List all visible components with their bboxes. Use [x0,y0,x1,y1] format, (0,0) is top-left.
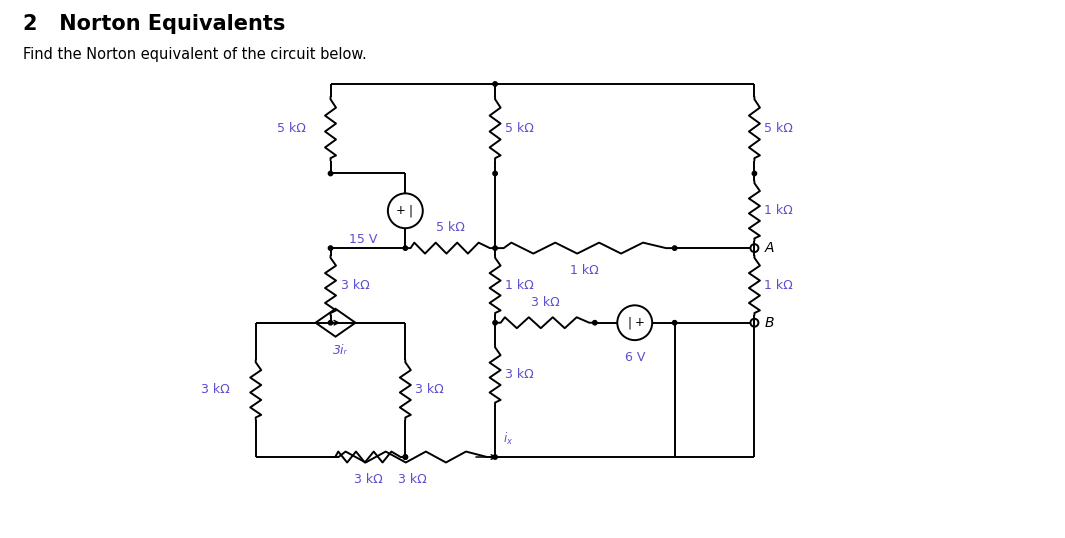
Text: |: | [409,204,413,217]
Text: B: B [765,316,774,330]
Circle shape [493,246,497,250]
Circle shape [328,321,332,325]
Text: +: + [635,316,644,329]
Circle shape [404,246,408,250]
Text: 3iᵣ: 3iᵣ [333,344,348,357]
Circle shape [493,455,497,459]
Circle shape [493,321,497,325]
Circle shape [592,321,597,325]
Circle shape [328,246,332,250]
Circle shape [493,171,497,176]
Text: 3 kΩ: 3 kΩ [505,369,534,381]
Circle shape [672,321,677,325]
Text: $i_x$: $i_x$ [503,431,513,447]
Text: |: | [627,316,632,329]
Circle shape [328,171,332,176]
Text: 1 kΩ: 1 kΩ [505,279,534,292]
Circle shape [672,246,677,250]
Text: 15 V: 15 V [349,233,377,246]
Text: 5 kΩ: 5 kΩ [436,221,464,234]
Text: 3 kΩ: 3 kΩ [415,384,444,397]
Text: 5 kΩ: 5 kΩ [505,122,534,135]
Text: 1 kΩ: 1 kΩ [571,264,600,277]
Text: 2   Norton Equivalents: 2 Norton Equivalents [23,15,285,34]
Text: 1 kΩ: 1 kΩ [765,204,793,217]
Text: 5 kΩ: 5 kΩ [277,122,306,135]
Text: 5 kΩ: 5 kΩ [765,122,793,135]
Text: Find the Norton equivalent of the circuit below.: Find the Norton equivalent of the circui… [23,47,367,62]
Text: 3 kΩ: 3 kΩ [354,473,382,486]
Text: 3 kΩ: 3 kΩ [201,384,230,397]
Circle shape [752,171,756,176]
Text: 3 kΩ: 3 kΩ [398,473,427,486]
Text: 3 kΩ: 3 kΩ [530,296,559,309]
Text: A: A [765,241,774,255]
Circle shape [404,455,408,459]
Text: 6 V: 6 V [624,351,645,364]
Circle shape [404,455,408,459]
Text: +: + [395,204,406,217]
Circle shape [493,82,497,86]
Text: 3 kΩ: 3 kΩ [341,279,370,292]
Text: 1 kΩ: 1 kΩ [765,279,793,292]
